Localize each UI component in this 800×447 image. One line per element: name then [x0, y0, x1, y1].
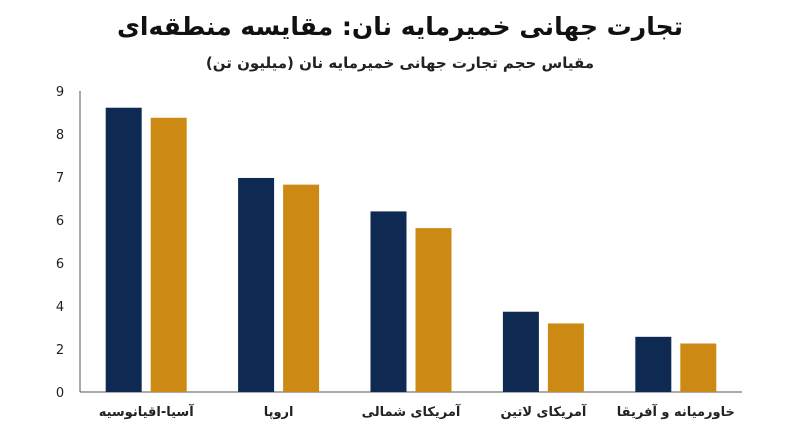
bar-series-1	[238, 177, 275, 392]
bar-series-2	[547, 323, 584, 392]
y-tick-label: 6	[56, 214, 64, 229]
category-label: آسیا-اقیانوسیه	[99, 403, 195, 420]
category-label: خاورمیانه و آفریقا	[617, 403, 735, 420]
y-tick-label: 9	[56, 85, 64, 100]
bar-series-2	[415, 228, 452, 392]
bars-group	[105, 107, 717, 392]
bar-series-2	[283, 184, 320, 392]
category-label: اروپا	[264, 405, 294, 420]
bar-series-1	[502, 311, 539, 392]
y-tick-labels: 0 2 4 6 6 7 8 9	[56, 85, 64, 401]
y-tick-label: 0	[56, 386, 64, 401]
y-tick-label: 7	[56, 171, 64, 186]
category-label: آمریکای لاتین	[500, 403, 586, 420]
category-label: آمریکای شمالی	[362, 403, 461, 420]
bar-series-1	[635, 336, 672, 392]
category-labels: آسیا-اقیانوسیه اروپا آمریکای شمالی آمریکای …	[99, 403, 735, 420]
bar-series-2	[680, 343, 717, 392]
y-tick-label: 6	[56, 257, 64, 272]
bar-series-1	[370, 211, 407, 392]
y-tick-label: 2	[56, 343, 64, 358]
bar-series-1	[105, 107, 142, 392]
y-tick-label: 4	[56, 300, 64, 315]
bar-series-2	[150, 117, 187, 392]
chart-subtitle: مقیاس حجم تجارت جهانی خمیرمایه نان (میلی…	[205, 54, 595, 72]
chart-title: تجارت جهانی خمیرمایه نان: مقایسه منطقه‌ا…	[117, 12, 683, 41]
y-tick-label: 8	[56, 128, 64, 143]
